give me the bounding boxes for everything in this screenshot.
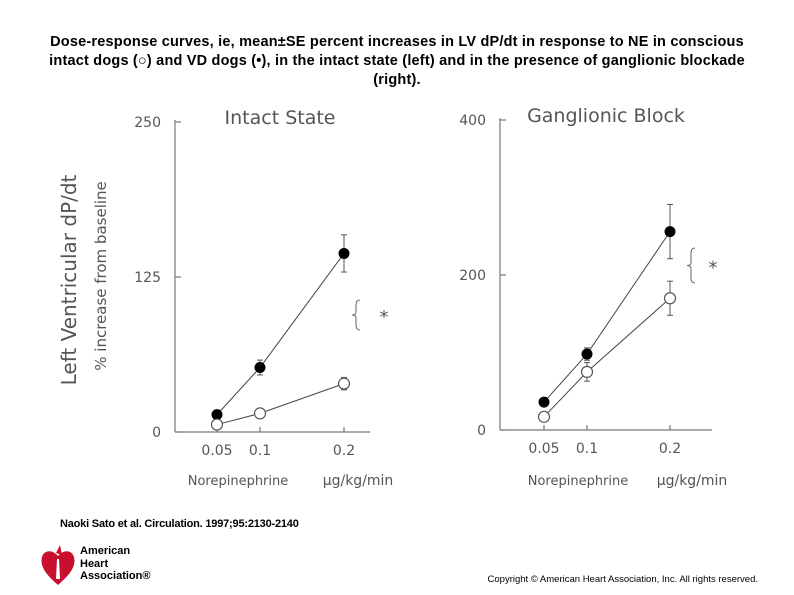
x-axis-label: Norepinephrine: [188, 474, 289, 489]
data-point-open: [580, 365, 594, 378]
copyright: Copyright © American Heart Association, …: [487, 574, 758, 585]
panel-ganglionic-block: 0 200 400 0.05 0.1 0.2 Ganglionic Block Norepin…: [459, 105, 727, 489]
data-point-filled: [338, 247, 350, 259]
data-point-filled: [581, 348, 593, 360]
series-line: [543, 297, 671, 418]
significance-marker: *: [709, 258, 718, 279]
y-tick-label: 200: [459, 268, 486, 284]
x-tick-label: 0.2: [333, 443, 355, 459]
figure-title: Dose-response curves, ie, mean±SE percen…: [49, 34, 745, 88]
logo-line-2: Heart: [80, 557, 109, 570]
y-axis-label-main: Left Ventricular dP/dt: [57, 174, 81, 385]
x-tick-label: 0.1: [249, 443, 271, 459]
y-tick-label: 0: [152, 425, 161, 441]
logo-line-3: Association®: [80, 570, 151, 582]
panel-intact-state: 0 125 250 0.05 0.1 0.2 Intact State Norepinephr…: [134, 107, 393, 489]
citation: Naoki Sato et al. Circulation. 1997;95:2…: [60, 518, 299, 530]
significance-brace: [686, 247, 696, 284]
significance-brace: [351, 299, 361, 331]
x-tick-label: 0.1: [576, 441, 598, 457]
significance-marker: *: [380, 307, 389, 328]
data-point-open: [337, 377, 351, 390]
panel-title: Ganglionic Block: [527, 105, 685, 127]
y-tick-label: 400: [459, 113, 486, 129]
data-point-open: [663, 292, 677, 305]
y-tick-label: 250: [134, 115, 161, 131]
data-point-open: [210, 418, 224, 431]
x-axis-unit: μg/kg/min: [657, 473, 728, 489]
data-point-filled: [211, 409, 223, 421]
x-tick-label: 0.2: [659, 441, 681, 457]
y-tick-label: 0: [477, 423, 486, 439]
data-point-filled: [538, 396, 550, 408]
aha-logo: American Heart Association®: [38, 543, 178, 589]
x-tick-label: 0.05: [201, 443, 232, 459]
x-tick-label: 0.05: [528, 441, 559, 457]
data-point-filled: [254, 362, 266, 374]
x-axis-unit: μg/kg/min: [323, 473, 394, 489]
logo-wordmark: American Heart Association®: [80, 545, 150, 583]
x-axis-label: Norepinephrine: [528, 474, 629, 489]
data-point-open: [253, 407, 267, 420]
heart-torch-icon: [41, 545, 75, 585]
series-line: [216, 383, 345, 426]
y-axis-label-sub: % increase from baseline: [92, 181, 110, 371]
panel-title: Intact State: [225, 107, 336, 129]
data-point-filled: [664, 226, 676, 238]
logo-line-1: American: [80, 545, 131, 557]
series-line: [543, 231, 671, 403]
data-point-open: [537, 410, 551, 423]
y-tick-label: 125: [134, 270, 161, 286]
